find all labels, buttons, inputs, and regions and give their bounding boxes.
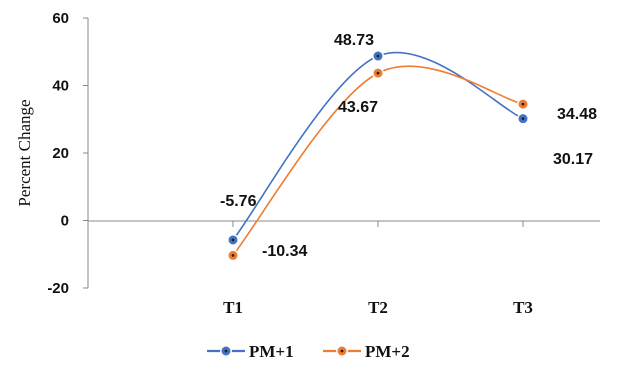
data-label: 43.67 (338, 99, 378, 116)
series-line-pm-2 (233, 66, 523, 255)
legend-label: PM+1 (249, 342, 294, 361)
y-tick-label: -20 (47, 280, 69, 297)
data-point-center (522, 117, 525, 120)
y-tick-label: 0 (61, 213, 69, 230)
y-tick-label: 60 (52, 10, 69, 27)
data-point-center (232, 254, 235, 257)
series-line-pm-1 (233, 52, 523, 239)
legend-swatch-center (341, 350, 344, 353)
x-tick-label: T3 (513, 298, 533, 317)
x-tick-label: T2 (368, 298, 388, 317)
data-label: 34.48 (557, 106, 597, 123)
data-point-center (232, 239, 235, 242)
data-label: 30.17 (553, 151, 593, 168)
data-point-center (377, 72, 380, 75)
data-point-center (522, 103, 525, 106)
y-tick-label: 40 (52, 78, 69, 95)
legend-label: PM+2 (365, 342, 410, 361)
data-label: -10.34 (262, 243, 307, 260)
y-axis-label: Percent Change (15, 99, 34, 206)
y-tick-label: 20 (52, 145, 69, 162)
data-label: -5.76 (220, 193, 257, 210)
legend-swatch-center (225, 350, 228, 353)
legend: PM+1 PM+2 (207, 342, 410, 361)
x-tick-label: T1 (223, 298, 243, 317)
data-point-center (377, 55, 380, 58)
data-label: 48.73 (334, 32, 374, 49)
